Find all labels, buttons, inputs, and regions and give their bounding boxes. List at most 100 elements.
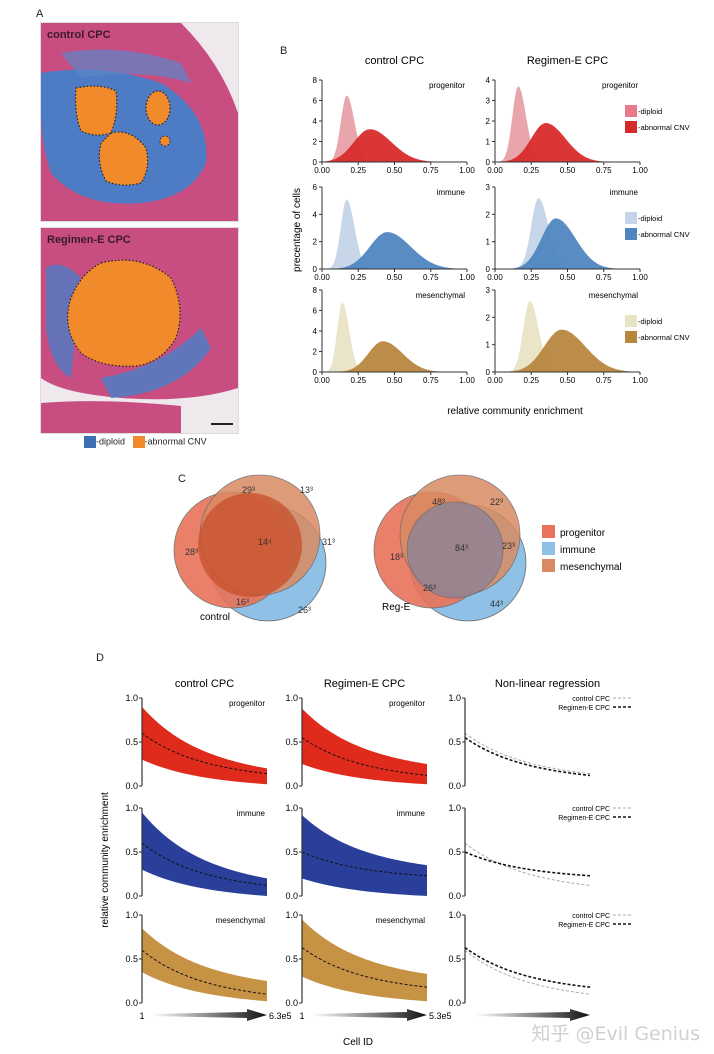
x-tick-label: 0.50 <box>560 166 576 175</box>
column-title-0: control CPC <box>365 55 424 67</box>
regression-legend-label: Regimen-E CPC <box>558 922 610 929</box>
fit-line <box>141 732 268 775</box>
chart-b: control CPC Regimen-E CPC precentage of ce… <box>292 55 690 417</box>
density-diploid <box>322 199 467 269</box>
chart-d: control CPC Regimen-E CPC Non-linear regre… <box>100 678 632 1048</box>
legend-label: -diploid <box>638 214 662 223</box>
y-tick-label: 0 <box>486 265 491 274</box>
tissue-regimen-graphic <box>41 228 238 433</box>
venn-value-prog_mes: 29³ <box>242 485 255 495</box>
x-tick-label: 0.25 <box>523 166 539 175</box>
legend-label: -abnormal CNV <box>638 123 690 132</box>
column-title-1: Regimen-E CPC <box>527 55 608 67</box>
y-tick-label: 3 <box>486 97 491 106</box>
y-tick-label: 1.0 <box>285 803 298 813</box>
y-axis-label: precentage of cells <box>292 188 303 272</box>
y-tick-label: 0 <box>486 158 491 167</box>
scatter-band <box>142 928 267 1002</box>
x-tick-label: 1.00 <box>459 273 475 282</box>
panel-immune-0: 0 2 4 6 0.00 0.25 0.50 0.75 1.00 immune <box>313 183 476 282</box>
row-label-progenitor: progenitor <box>429 81 465 90</box>
venn-value-prog_imm: 16³ <box>236 597 249 607</box>
regression-legend-label: control CPC <box>572 913 610 920</box>
x-range-end: 6.3e5 <box>269 1011 292 1021</box>
y-tick-label: 0.0 <box>125 891 138 901</box>
tissue-control-graphic <box>41 23 238 221</box>
regression-legend-label: Regimen-E CPC <box>558 815 610 822</box>
y-tick-label: 8 <box>313 286 318 295</box>
scatter-band <box>302 919 427 1002</box>
density-abnormal <box>322 341 467 372</box>
regression-immune: control CPC Regimen-E CPC <box>464 806 632 886</box>
row-label-mesenchymal: mesenchymal <box>216 916 266 925</box>
venn-legend-swatch-mesenchymal <box>542 559 555 572</box>
row-label-progenitor: progenitor <box>602 81 638 90</box>
venn-value-progenitor_only: 18³ <box>390 552 403 562</box>
panel-b-letter: B <box>280 45 288 57</box>
x-tick-label: 1.00 <box>632 273 648 282</box>
y-axis-label: relative community enrichment <box>100 792 111 928</box>
row-label-immune: immune <box>437 188 466 197</box>
x-tick-label: 0.50 <box>560 376 576 385</box>
tissue-label-regimen-e: Regimen-E CPC <box>47 234 131 246</box>
density-diploid <box>495 86 640 162</box>
y-tick-label: 0.0 <box>448 781 461 791</box>
x-range-end: 5.3e5 <box>429 1011 452 1021</box>
venn-value-mes_imm: 23³ <box>502 541 515 551</box>
y-tick-label: 0 <box>486 368 491 377</box>
cell-id-arrow <box>312 1009 427 1021</box>
y-tick-label: 2 <box>486 313 491 322</box>
y-tick-label: 2 <box>313 348 318 357</box>
scatter-mesenchymal-regE: mesenchymal <box>301 916 428 1002</box>
y-tick-label: 0.0 <box>448 891 461 901</box>
legend-swatch-abnormal-cnv <box>132 436 145 448</box>
x-tick-label: 1.00 <box>632 376 648 385</box>
y-tick-label: 0.0 <box>125 781 138 791</box>
y-tick-label: 0.5 <box>285 737 298 747</box>
density-abnormal <box>495 123 640 162</box>
y-tick-label: 1.0 <box>448 693 461 703</box>
venn-value-prog_imm: 26³ <box>423 583 436 593</box>
column-title-0: control CPC <box>175 678 234 690</box>
y-tick-label: 0 <box>313 265 318 274</box>
chart-c: 28³ 29³ 13³ 14⁴ 31³ 16³ 26³ control 18³ 48³ 22³ 84³… <box>173 474 622 623</box>
y-tick-label: 1 <box>486 238 491 247</box>
x-tick-label: 0.75 <box>596 273 612 282</box>
y-tick-label: 6 <box>313 97 318 106</box>
y-tick-label: 4 <box>313 327 318 336</box>
regression-line-regE <box>464 851 591 877</box>
x-tick-label: 0.00 <box>314 166 330 175</box>
row-label-immune: immune <box>237 809 266 818</box>
x-axis-label: Cell ID <box>343 1037 373 1048</box>
y-tick-label: 0.0 <box>285 998 298 1008</box>
y-tick-label: 6 <box>313 307 318 316</box>
regression-mesenchymal: control CPC Regimen-E CPC <box>464 913 632 995</box>
venn-label: control <box>200 612 230 623</box>
regression-line-control <box>464 842 591 886</box>
panel-a-letter: A <box>36 8 44 20</box>
panel-progenitor-0: 0 2 4 6 8 0.00 0.25 0.50 0.75 1.00 progenitor <box>313 76 476 175</box>
tissue-image-regimen-e: Regimen-E CPC <box>40 227 239 434</box>
regression-line-regE <box>464 946 591 988</box>
density-diploid <box>322 302 467 372</box>
x-tick-label: 0.75 <box>596 376 612 385</box>
x-tick-label: 0.75 <box>423 273 439 282</box>
scatter-band <box>142 812 267 896</box>
y-tick-label: 3 <box>486 286 491 295</box>
scatter-band <box>142 706 267 785</box>
y-tick-label: 1.0 <box>285 910 298 920</box>
scatter-immune-control: immune <box>141 809 268 896</box>
y-tick-label: 1.0 <box>448 803 461 813</box>
row-label-mesenchymal: mesenchymal <box>416 291 466 300</box>
venn-overlap-all <box>406 501 504 599</box>
venn-value-imm_only: 26³ <box>298 605 311 615</box>
y-tick-label: 2 <box>313 138 318 147</box>
y-tick-label: 2 <box>486 210 491 219</box>
y-tick-label: 1 <box>486 138 491 147</box>
y-tick-label: 0.5 <box>125 847 138 857</box>
y-tick-label: 8 <box>313 76 318 85</box>
fit-line <box>301 737 428 776</box>
x-tick-label: 0.25 <box>350 166 366 175</box>
density-abnormal <box>495 218 640 269</box>
x-tick-label: 0.00 <box>487 273 503 282</box>
